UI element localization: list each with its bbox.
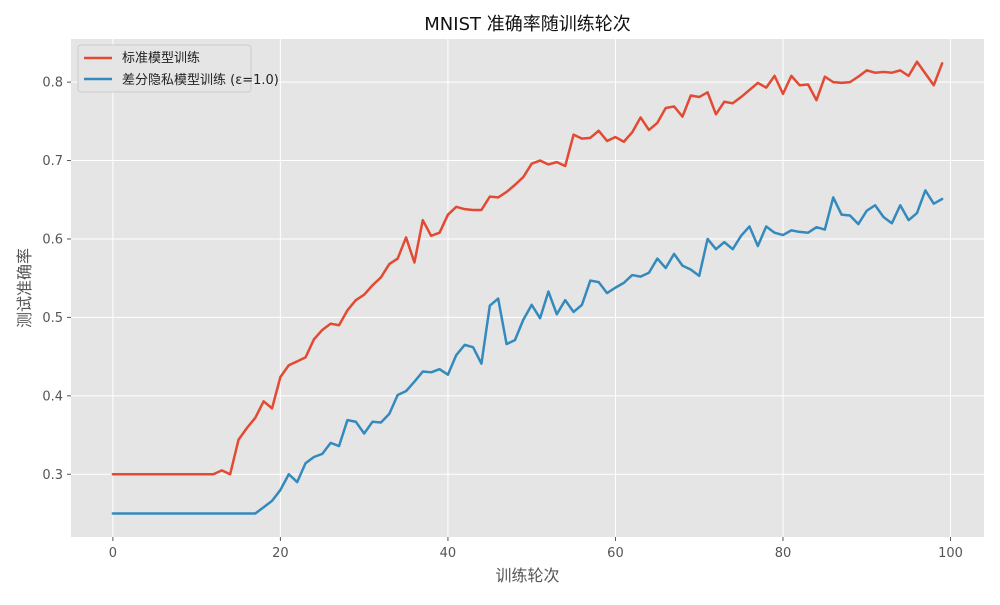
series-line-standard <box>111 60 944 476</box>
plot-area <box>71 39 984 537</box>
chart-title: MNIST 准确率随训练轮次 <box>424 14 630 35</box>
series-line-dp <box>111 189 944 515</box>
legend-label-standard: 标准模型训练 <box>122 51 200 66</box>
y-tick-label: 0.6 <box>42 232 63 247</box>
y-tick-label: 0.7 <box>42 154 63 169</box>
x-tick-label: 40 <box>440 546 457 561</box>
y-axis-title: 测试准确率 <box>15 248 34 328</box>
x-tick-label: 0 <box>109 546 117 561</box>
y-tick-label: 0.5 <box>42 311 63 326</box>
series-group <box>111 60 944 515</box>
legend: 标准模型训练 差分隐私模型训练 (ε=1.0) <box>77 44 279 93</box>
y-tick-label: 0.8 <box>42 76 63 91</box>
legend-box <box>77 44 252 93</box>
y-tick-label: 0.4 <box>42 389 63 404</box>
x-tick-label: 60 <box>607 546 624 561</box>
x-tick-label: 20 <box>272 546 289 561</box>
axis-ticks: 0 20 40 60 80 100 0.3 0.4 0.5 0.6 0.7 0.8 <box>42 76 963 561</box>
x-tick-label: 100 <box>938 546 963 561</box>
x-tick-label: 80 <box>775 546 792 561</box>
grid <box>71 39 984 537</box>
x-axis-title: 训练轮次 <box>495 566 559 585</box>
legend-label-dp: 差分隐私模型训练 (ε=1.0) <box>122 73 279 88</box>
y-tick-label: 0.3 <box>42 468 63 483</box>
